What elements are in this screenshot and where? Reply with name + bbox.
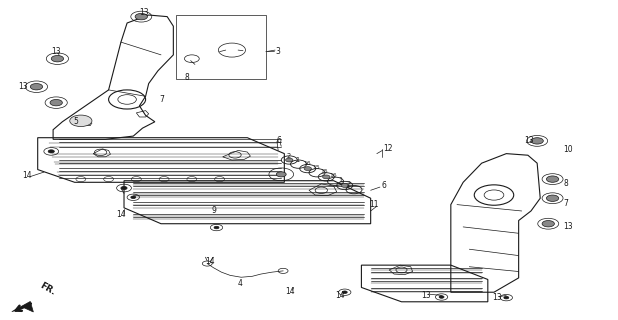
Circle shape xyxy=(51,55,64,62)
Circle shape xyxy=(214,226,219,229)
Circle shape xyxy=(531,138,543,144)
Text: 6: 6 xyxy=(381,181,386,190)
Text: 1: 1 xyxy=(295,157,300,163)
Text: 13: 13 xyxy=(492,293,502,302)
Text: 8: 8 xyxy=(564,179,569,188)
Circle shape xyxy=(30,84,43,90)
Text: 13: 13 xyxy=(18,82,28,91)
Circle shape xyxy=(504,296,509,299)
Text: 10: 10 xyxy=(563,145,573,154)
Text: 6: 6 xyxy=(277,136,282,145)
Circle shape xyxy=(48,150,54,153)
Text: 7: 7 xyxy=(160,95,164,104)
Text: 4: 4 xyxy=(237,279,242,288)
Circle shape xyxy=(135,13,148,20)
Text: 13: 13 xyxy=(421,291,431,300)
Text: 14: 14 xyxy=(336,291,345,300)
Text: 16: 16 xyxy=(329,173,337,179)
Text: 14: 14 xyxy=(22,171,32,180)
Text: 8: 8 xyxy=(184,73,189,82)
Text: 13: 13 xyxy=(51,47,61,56)
Circle shape xyxy=(542,220,554,227)
Circle shape xyxy=(121,187,127,190)
Text: 1: 1 xyxy=(338,177,342,183)
Text: 2: 2 xyxy=(287,153,291,158)
Circle shape xyxy=(341,184,349,188)
Text: 7: 7 xyxy=(564,199,569,208)
Text: 15: 15 xyxy=(321,169,328,174)
Circle shape xyxy=(304,167,311,171)
Circle shape xyxy=(50,100,62,106)
Text: 2: 2 xyxy=(347,181,351,187)
Text: 13: 13 xyxy=(140,8,149,17)
Text: 12: 12 xyxy=(383,144,392,153)
Polygon shape xyxy=(12,301,33,312)
Text: 14: 14 xyxy=(117,210,126,219)
Text: 15: 15 xyxy=(312,165,320,170)
Text: FR.: FR. xyxy=(38,281,56,297)
Circle shape xyxy=(342,291,347,293)
Text: 14: 14 xyxy=(286,287,295,296)
Text: 11: 11 xyxy=(369,200,378,209)
Text: 13: 13 xyxy=(564,222,574,231)
Text: 16: 16 xyxy=(303,161,311,166)
Text: 3: 3 xyxy=(275,46,280,56)
Circle shape xyxy=(276,172,286,177)
Circle shape xyxy=(131,196,136,198)
Text: 13: 13 xyxy=(524,136,534,145)
Text: 5: 5 xyxy=(74,117,78,126)
Text: 14: 14 xyxy=(205,258,215,267)
Circle shape xyxy=(439,296,444,298)
Text: 9: 9 xyxy=(211,206,216,215)
Circle shape xyxy=(546,195,559,201)
Circle shape xyxy=(286,158,293,162)
Circle shape xyxy=(70,115,92,126)
Circle shape xyxy=(546,176,559,182)
Circle shape xyxy=(323,175,330,179)
